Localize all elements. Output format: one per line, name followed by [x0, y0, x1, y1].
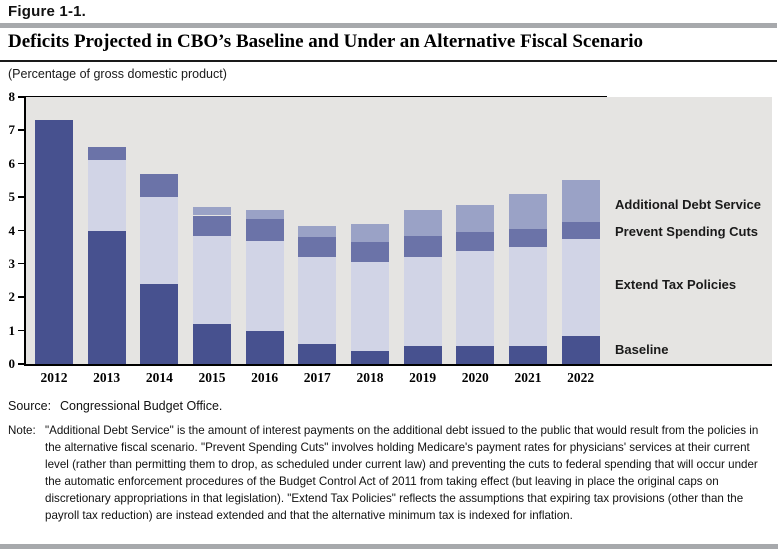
bar-segment-2017-prevent-spending-cuts	[298, 237, 337, 258]
bar-segment-2016-prevent-spending-cuts	[245, 218, 284, 241]
y-axis-label-1: 1	[8, 322, 16, 338]
note-row: Note: "Additional Debt Service" is the a…	[8, 423, 772, 524]
y-axis-tick-1	[18, 329, 24, 332]
x-axis-label-2020: 2020	[461, 370, 489, 385]
x-axis-label-2016: 2016	[251, 370, 279, 385]
x-axis-label-2022: 2022	[567, 370, 595, 385]
y-axis-label-5: 5	[8, 189, 16, 205]
source-row: Source: Congressional Budget Office.	[8, 399, 222, 413]
bar-segment-2015-additional-debt-service	[192, 207, 231, 216]
bar-segment-2014-baseline	[140, 283, 179, 364]
bar-segment-2021-prevent-spending-cuts	[508, 228, 547, 248]
bar-segment-2017-extend-tax-policies	[298, 257, 337, 344]
x-axis-label-2019: 2019	[409, 370, 437, 385]
x-axis-label-2012: 2012	[40, 370, 68, 385]
bar-segment-2017-additional-debt-service	[298, 225, 337, 238]
bar-segment-2014-prevent-spending-cuts	[140, 173, 179, 198]
bar-segment-2018-prevent-spending-cuts	[350, 242, 389, 263]
x-axis-label-2018: 2018	[356, 370, 384, 385]
bar-segment-2019-prevent-spending-cuts	[403, 235, 442, 258]
x-axis-label-2021: 2021	[514, 370, 542, 385]
x-axis-label-2014: 2014	[145, 370, 173, 385]
bar-segment-2018-baseline	[350, 350, 389, 364]
figure-title: Deficits Projected in CBO’s Baseline and…	[8, 31, 644, 52]
bar-segment-2021-extend-tax-policies	[508, 247, 547, 346]
note-label: Note:	[8, 424, 36, 437]
bar-segment-2013-extend-tax-policies	[87, 160, 126, 231]
y-axis-tick-6	[18, 162, 24, 165]
legend-label-baseline: Baseline	[615, 342, 669, 357]
title-rule	[0, 60, 777, 62]
legend-label-additional-debt-service: Additional Debt Service	[615, 197, 761, 212]
y-axis-tick-3	[18, 262, 24, 265]
bar-segment-2021-additional-debt-service	[508, 193, 547, 229]
figure-subtitle: (Percentage of gross domestic product)	[8, 67, 227, 81]
bar-segment-2020-prevent-spending-cuts	[456, 232, 495, 251]
bar-segment-2022-prevent-spending-cuts	[561, 222, 600, 239]
bar-segment-2015-prevent-spending-cuts	[192, 215, 231, 236]
bar-segment-2014-extend-tax-policies	[140, 197, 179, 284]
bar-segment-2022-additional-debt-service	[561, 180, 600, 223]
x-axis-label-2013: 2013	[93, 370, 121, 385]
y-axis-tick-8	[18, 96, 24, 98]
bar-segment-2013-prevent-spending-cuts	[87, 147, 126, 161]
y-axis-tick-2	[18, 296, 24, 298]
bar-segment-2017-baseline	[298, 343, 337, 364]
y-axis-label-8: 8	[8, 89, 16, 104]
y-axis-tick-4	[18, 229, 24, 231]
y-axis-label-0: 0	[8, 356, 16, 371]
header-gray-bar	[0, 23, 777, 28]
y-axis-label-7: 7	[8, 122, 16, 138]
bar-segment-2013-baseline	[87, 230, 126, 364]
bar-segment-2012-baseline	[35, 120, 73, 364]
y-axis-label-6: 6	[8, 155, 16, 171]
y-axis-tick-7	[18, 129, 24, 131]
bar-segment-2018-extend-tax-policies	[350, 262, 389, 351]
bar-segment-2020-baseline	[456, 345, 495, 364]
bar-segment-2016-additional-debt-service	[245, 210, 284, 219]
chart: 0 1 2 3 4 5 6 7 8 2012 2013 2014 2015 2016 2017 2018 201…	[9, 89, 772, 385]
y-axis-label-2: 2	[8, 289, 16, 305]
bar-segment-2019-baseline	[403, 345, 442, 364]
legend-label-extend-tax-policies: Extend Tax Policies	[615, 277, 737, 292]
source-label: Source:	[8, 399, 52, 413]
bar-segment-2022-extend-tax-policies	[561, 238, 600, 336]
plot-top-border	[24, 95, 607, 97]
x-axis-label-2015: 2015	[198, 370, 226, 385]
y-axis-label-4: 4	[8, 222, 16, 238]
bar-segment-2018-additional-debt-service	[350, 223, 389, 243]
y-axis-tick-0	[18, 363, 24, 365]
legend-label-prevent-spending-cuts: Prevent Spending Cuts	[615, 224, 759, 239]
bar-segment-2019-additional-debt-service	[403, 210, 442, 236]
bar-segment-2019-extend-tax-policies	[403, 257, 442, 346]
footer-gray-bar	[0, 544, 778, 549]
bar-segment-2015-baseline	[192, 323, 231, 364]
y-axis-label-3: 3	[8, 255, 16, 271]
bar-segment-2016-baseline	[245, 330, 284, 364]
bar-segment-2015-extend-tax-policies	[192, 235, 231, 324]
bar-segment-2022-baseline	[561, 335, 600, 364]
figure-label: Figure 1-1.	[8, 3, 87, 20]
x-axis-label-2017: 2017	[303, 370, 331, 385]
bar-segment-2020-extend-tax-policies	[456, 250, 495, 346]
plot-area: 0 1 2 3 4 5 6 7 8 2012 2013 2014 2015 2016 2017 2018 201…	[9, 89, 772, 385]
y-axis-tick-5	[18, 196, 24, 198]
source-text: Congressional Budget Office.	[60, 399, 223, 413]
bar-segment-2020-additional-debt-service	[456, 205, 495, 233]
note-text: "Additional Debt Service" is the amount …	[45, 424, 759, 522]
bar-segment-2016-extend-tax-policies	[245, 240, 284, 331]
bar-segment-2021-baseline	[508, 345, 547, 364]
